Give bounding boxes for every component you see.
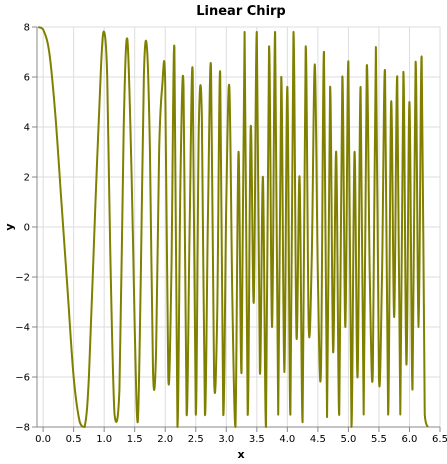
y-tick-label: −6 — [15, 373, 30, 384]
x-tick-label: 2.5 — [188, 434, 204, 445]
y-tick-label: 6 — [24, 73, 30, 84]
y-axis-title: y — [3, 223, 16, 230]
x-tick-label: 2.0 — [157, 434, 173, 445]
x-tick-label: 5.5 — [371, 434, 387, 445]
x-tick-label: 6.0 — [402, 434, 418, 445]
x-tick-label: 3.0 — [218, 434, 234, 445]
y-tick-label: −2 — [15, 273, 30, 284]
x-tick-label: 6.5 — [432, 434, 447, 445]
x-axis-title: x — [237, 448, 244, 461]
x-tick-label: 4.0 — [279, 434, 295, 445]
axes — [32, 26, 441, 432]
y-tick-label: 0 — [24, 223, 30, 234]
x-tick-label: 0.0 — [35, 434, 51, 445]
x-tick-label: 1.0 — [96, 434, 112, 445]
series-group — [37, 26, 429, 428]
x-tick-label: 1.5 — [127, 434, 143, 445]
tick-labels: 0.0 0.5 1.0 1.5 2.0 2.5 3.0 3.5 4.0 4.5 5.0 5.5 6.0 6… — [15, 23, 447, 446]
x-tick-label: 3.5 — [249, 434, 265, 445]
x-tick-label: 4.5 — [310, 434, 326, 445]
series-line — [37, 26, 429, 428]
y-tick-label: −4 — [15, 323, 30, 334]
y-tick-label: 8 — [24, 23, 30, 34]
chart-title: Linear Chirp — [196, 4, 286, 19]
y-tick-label: −8 — [15, 423, 30, 434]
x-tick-label: 0.5 — [66, 434, 82, 445]
y-tick-label: 2 — [24, 173, 30, 184]
x-tick-label: 5.0 — [340, 434, 356, 445]
y-tick-label: 4 — [24, 123, 30, 134]
